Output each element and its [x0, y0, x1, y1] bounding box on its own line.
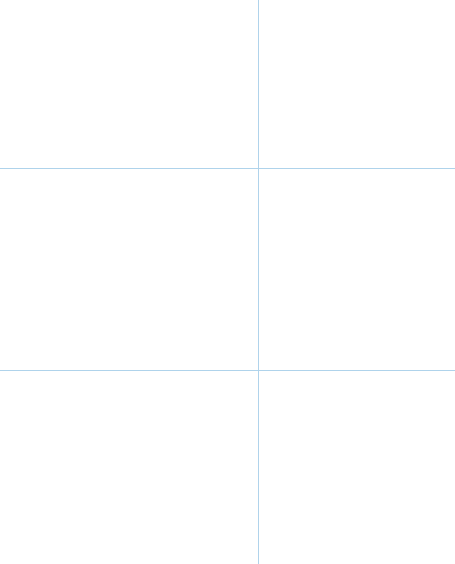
Bar	[329, 0, 455, 168]
Bar	[329, 168, 455, 370]
Bar	[258, 0, 455, 168]
Bar	[0, 0, 329, 168]
Bar	[0, 0, 258, 168]
Bar	[0, 370, 329, 564]
Bar	[329, 370, 455, 564]
Bar	[258, 168, 455, 370]
Bar	[258, 370, 455, 564]
Bar	[0, 168, 258, 370]
Bar	[0, 168, 329, 370]
Bar	[0, 370, 258, 564]
